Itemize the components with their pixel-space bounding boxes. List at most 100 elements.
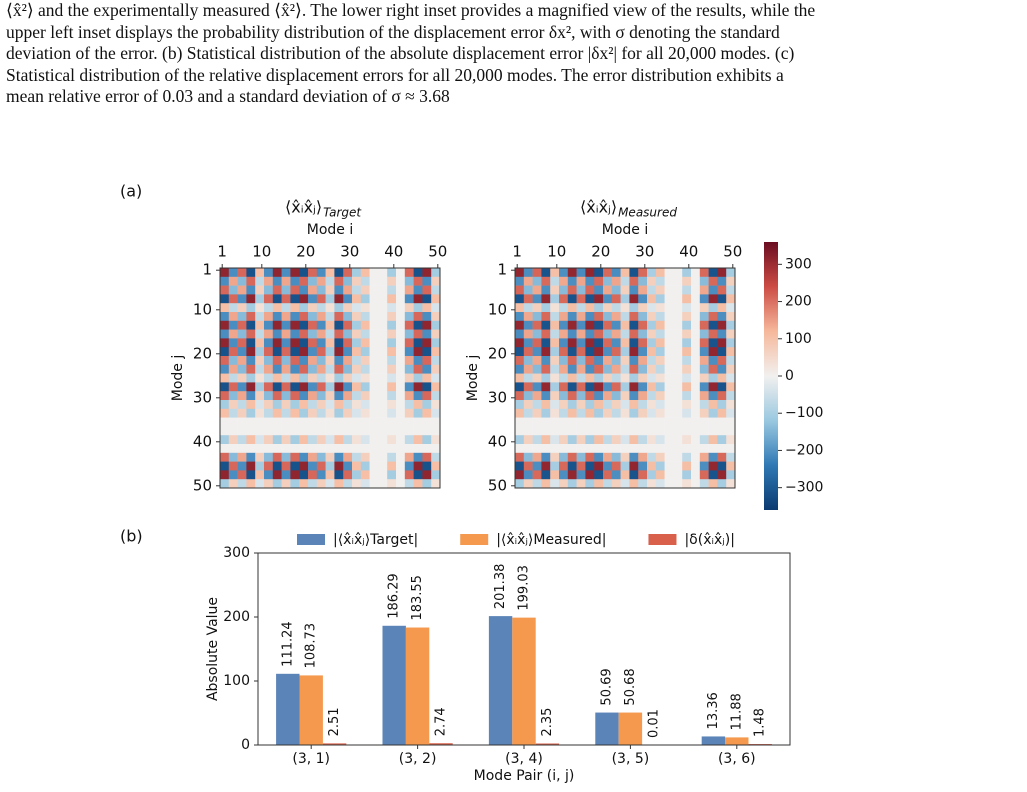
heatmap-cell [360,320,370,330]
heatmap-cell [352,373,362,383]
heatmap-cell [594,417,604,427]
heatmap-cell [290,382,300,392]
heatmap-cell [343,408,353,418]
heatmap-cell [629,303,639,313]
heatmap-cell [664,470,674,480]
heatmap-cell [655,356,665,366]
heatmap-cell [664,400,674,410]
heatmap-cell [246,408,256,418]
heatmap-cell [567,461,577,471]
heatmap-cell [673,320,683,330]
heatmap-cell [396,461,406,471]
heatmap-cell [691,356,701,366]
heatmap-cell [404,400,414,410]
heatmap-cell [717,285,727,295]
heatmap-cell [281,400,291,410]
heatmap-cell [237,320,247,330]
legend-swatch [648,534,677,545]
heatmap-cell [387,364,397,374]
heatmap-cell [620,417,630,427]
heatmap-cell [682,268,692,278]
heatmap-cell [717,452,727,462]
heatmap-cell [559,400,569,410]
heatmap-cell [515,312,525,322]
heatmap-cell [567,479,577,489]
heatmap-cell [360,285,370,295]
heatmap-cell [699,444,709,454]
heatmap-cell [532,452,542,462]
heatmap-cell [682,276,692,286]
heatmap-cell [603,364,613,374]
heatmap-cell [308,373,318,383]
heatmap-cell [360,479,370,489]
heatmap-cell [281,408,291,418]
heatmap-cell [726,382,736,392]
heatmap-cell [237,417,247,427]
heatmap-cell [343,356,353,366]
heatmap-cell [655,312,665,322]
heatmap-cell [352,356,362,366]
heatmap-cell [594,435,604,445]
heatmap-cell [290,347,300,357]
heatmap-cell [655,373,665,383]
heatmap-cell [343,435,353,445]
heatmap-cell [299,276,309,286]
heatmap-cell [638,268,648,278]
heatmap-cell [576,408,586,418]
heatmap-cell [611,382,621,392]
heatmap-cell [220,276,230,286]
heatmap-cell [352,444,362,454]
heatmap-cell [308,329,318,339]
heatmap-cell [413,435,423,445]
heatmap-cell [325,329,335,339]
heatmap-cell [396,329,406,339]
heatmap-cell [246,417,256,427]
y-tick-label: 10 [488,300,507,318]
heatmap-cell [682,479,692,489]
heatmap-cell [290,303,300,313]
heatmap-cell [387,417,397,427]
heatmap-cell [281,373,291,383]
heatmap-cell [550,444,560,454]
plot-frame [257,552,791,746]
heatmap-cell [387,268,397,278]
heatmap-cell [638,452,648,462]
heatmap-cell [523,338,533,348]
heatmap-cell [638,285,648,295]
heatmap-cell [682,303,692,313]
heatmap-cell [422,356,432,366]
heatmap-cell [316,452,326,462]
heatmap-cell [264,347,274,357]
heatmap-cell [708,470,718,480]
heatmap-cell [673,356,683,366]
bar [405,627,430,745]
heatmap-cell [290,452,300,462]
heatmap-cell [655,444,665,454]
heatmap-cell [352,426,362,436]
heatmap-cell [334,276,344,286]
heatmap-cell [378,320,388,330]
heatmap-cell [413,373,423,383]
heatmap-cell [325,364,335,374]
heatmap-cell [647,312,657,322]
heatmap-cell [629,320,639,330]
heatmap-cell [272,461,282,471]
heatmap-cell [550,294,560,304]
heatmap-cell [620,320,630,330]
heatmap-cell [272,276,282,286]
colorbar-tick-label: −200 [785,442,823,458]
heatmap-cell [541,417,551,427]
bar [725,737,749,745]
heatmap-cell [691,268,701,278]
heatmap-cell [325,347,335,357]
heatmap-cell [603,417,613,427]
heatmap-cell [272,479,282,489]
heatmap-cell [523,320,533,330]
heatmap-cell [281,426,291,436]
heatmap-cell [664,408,674,418]
heatmap-cell [396,285,406,295]
heatmap-cell [532,303,542,313]
heatmap-cell [369,435,379,445]
heatmap-cell [343,276,353,286]
heatmap-cell [228,329,238,339]
